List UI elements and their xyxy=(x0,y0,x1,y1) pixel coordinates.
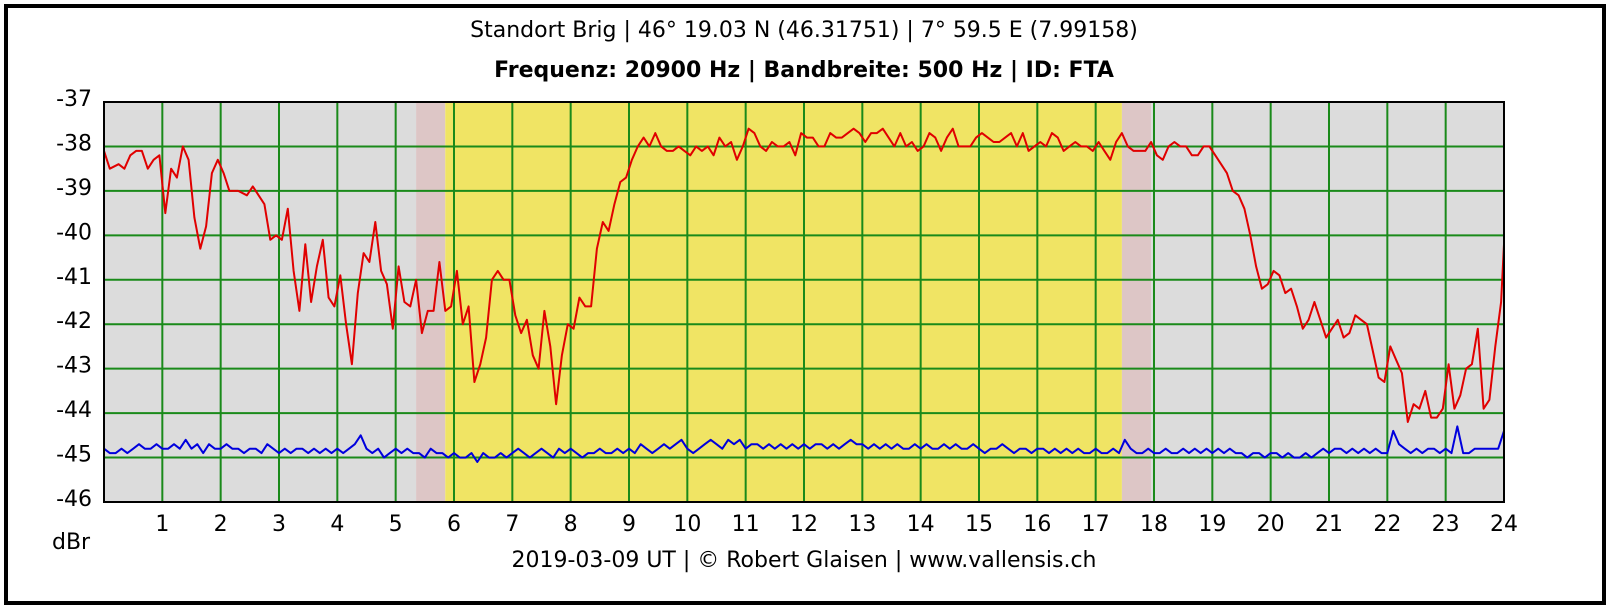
y-tick-label: -39 xyxy=(56,176,92,201)
x-tick-label: 16 xyxy=(1023,512,1051,537)
x-tick-label: 7 xyxy=(505,512,519,537)
x-tick-label: 11 xyxy=(732,512,760,537)
band-night-0 xyxy=(104,102,417,502)
x-tick-label: 9 xyxy=(622,512,636,537)
x-tick-label: 22 xyxy=(1373,512,1401,537)
x-tick-label: 24 xyxy=(1490,512,1518,537)
x-tick-label: 13 xyxy=(848,512,876,537)
x-tick-label: 17 xyxy=(1082,512,1110,537)
x-tick-label: 20 xyxy=(1257,512,1285,537)
x-tick-label: 10 xyxy=(673,512,701,537)
x-tick-label: 8 xyxy=(564,512,578,537)
x-tick-label: 1 xyxy=(155,512,169,537)
x-tick-label: 4 xyxy=(330,512,344,537)
series-line-1 xyxy=(103,425,1505,463)
plot-area-border xyxy=(103,101,1505,503)
band-night-4 xyxy=(1151,102,1504,502)
x-tick-label: 2 xyxy=(214,512,228,537)
series-line-0 xyxy=(103,127,1505,423)
chart-footer: 2019-03-09 UT | © Robert Glaisen | www.v… xyxy=(511,548,1097,573)
y-tick-label: -38 xyxy=(56,131,92,156)
band-twilight-1 xyxy=(416,102,446,502)
x-tick-label: 5 xyxy=(389,512,403,537)
chart-title: Standort Brig | 46° 19.03 N (46.31751) |… xyxy=(470,18,1138,43)
y-tick-label: -42 xyxy=(56,309,92,334)
y-axis-unit-label: dBr xyxy=(52,530,91,555)
y-tick-label: -40 xyxy=(56,220,92,245)
x-tick-label: 23 xyxy=(1432,512,1460,537)
band-day-2 xyxy=(445,102,1122,502)
x-tick-label: 3 xyxy=(272,512,286,537)
x-tick-label: 21 xyxy=(1315,512,1343,537)
y-tick-label: -45 xyxy=(56,443,92,468)
y-tick-label: -44 xyxy=(56,398,92,423)
chart-subtitle: Frequenz: 20900 Hz | Bandbreite: 500 Hz … xyxy=(494,58,1114,83)
y-tick-label: -37 xyxy=(56,87,92,112)
y-tick-label: -46 xyxy=(56,487,92,512)
y-tick-label: -41 xyxy=(56,265,92,290)
x-tick-label: 12 xyxy=(790,512,818,537)
x-tick-label: 14 xyxy=(907,512,935,537)
band-twilight-3 xyxy=(1121,102,1152,502)
x-tick-label: 6 xyxy=(447,512,461,537)
x-tick-label: 15 xyxy=(965,512,993,537)
x-tick-label: 18 xyxy=(1140,512,1168,537)
y-tick-label: -43 xyxy=(56,354,92,379)
x-tick-label: 19 xyxy=(1198,512,1226,537)
